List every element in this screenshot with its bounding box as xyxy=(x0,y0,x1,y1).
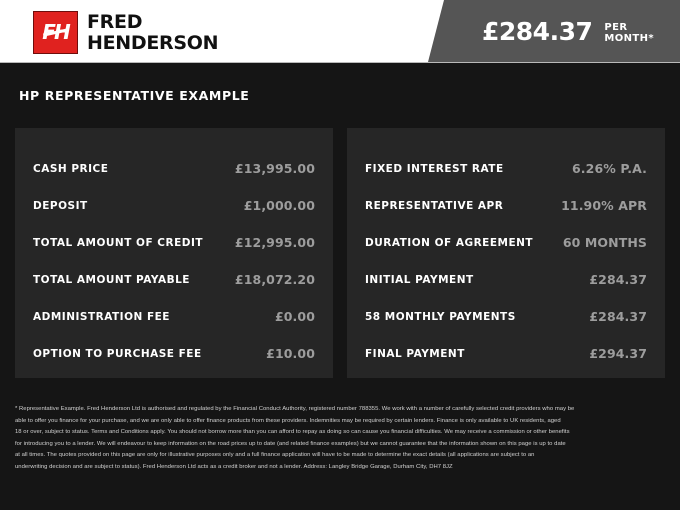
finance-detail-label: DEPOSIT xyxy=(33,199,88,212)
finance-details-panel-left: CASH PRICE £13,995.00 DEPOSIT £1,000.00 TOTA… xyxy=(15,128,333,378)
finance-detail-value: £1,000.00 xyxy=(243,198,315,213)
monthly-price-panel: £284.37 PER MONTH* xyxy=(428,0,680,62)
monthly-price-amount: £284.37 xyxy=(482,16,593,46)
finance-detail-row: TOTAL AMOUNT OF CREDIT £12,995.00 xyxy=(33,224,315,261)
fh-monogram-icon: FH xyxy=(33,11,78,54)
brand-name-line1: FRED xyxy=(87,10,143,33)
finance-detail-row: FIXED INTEREST RATE 6.26% P.A. xyxy=(365,150,647,187)
finance-detail-label: TOTAL AMOUNT PAYABLE xyxy=(33,273,190,286)
finance-detail-label: OPTION TO PURCHASE FEE xyxy=(33,347,202,360)
finance-detail-row: DEPOSIT £1,000.00 xyxy=(33,187,315,224)
finance-detail-label: DURATION OF AGREEMENT xyxy=(365,236,534,249)
finance-detail-label: FINAL PAYMENT xyxy=(365,347,465,360)
brand-lockup[interactable]: FH FRED HENDERSON xyxy=(33,10,219,54)
fineprint-line: underwriting decision and are subject to… xyxy=(15,463,453,470)
finance-detail-row: ADMINISTRATION FEE £0.00 xyxy=(33,298,315,335)
finance-detail-value: £18,072.20 xyxy=(234,272,315,287)
finance-detail-row: INITIAL PAYMENT £284.37 xyxy=(365,261,647,298)
fineprint-line: able to offer you finance for your purch… xyxy=(15,417,561,424)
representative-example-panels: CASH PRICE £13,995.00 DEPOSIT £1,000.00 TOTA… xyxy=(15,128,665,378)
fineprint-disclaimer: * Representative Example. Fred Henderson… xyxy=(15,404,665,474)
finance-detail-label: 58 MONTHLY PAYMENTS xyxy=(365,310,516,323)
finance-detail-label: CASH PRICE xyxy=(33,162,109,175)
finance-detail-row: TOTAL AMOUNT PAYABLE £18,072.20 xyxy=(33,261,315,298)
brand-name: FRED HENDERSON xyxy=(87,10,219,54)
finance-detail-value: £0.00 xyxy=(274,309,315,324)
finance-detail-row: 58 MONTHLY PAYMENTS £284.37 xyxy=(365,298,647,335)
finance-detail-label: ADMINISTRATION FEE xyxy=(33,310,170,323)
finance-detail-value: £284.37 xyxy=(589,272,647,287)
finance-detail-row: FINAL PAYMENT £294.37 xyxy=(365,335,647,372)
finance-detail-value: 11.90% APR xyxy=(561,198,647,213)
page-header: FH FRED HENDERSON £284.37 PER MONTH* xyxy=(0,0,680,63)
finance-detail-row: DURATION OF AGREEMENT 60 MONTHS xyxy=(365,224,647,261)
header-divider xyxy=(0,62,680,63)
finance-detail-row: REPRESENTATIVE APR 11.90% APR xyxy=(365,187,647,224)
finance-detail-row: CASH PRICE £13,995.00 xyxy=(33,150,315,187)
finance-detail-value: £294.37 xyxy=(589,346,647,361)
finance-detail-label: TOTAL AMOUNT OF CREDIT xyxy=(33,236,204,249)
monthly-price-period: PER MONTH* xyxy=(604,22,655,44)
brand-name-line2: HENDERSON xyxy=(87,31,219,54)
fineprint-line: at all times. The quotes provided on thi… xyxy=(15,452,535,459)
finance-detail-value: £13,995.00 xyxy=(234,161,315,176)
page-title: HP REPRESENTATIVE EXAMPLE xyxy=(19,88,250,103)
finance-detail-row: OPTION TO PURCHASE FEE £10.00 xyxy=(33,335,315,372)
fineprint-line: for introducing you to a lender. We will… xyxy=(15,440,566,447)
finance-detail-value: £12,995.00 xyxy=(234,235,315,250)
finance-detail-value: £10.00 xyxy=(266,346,315,361)
finance-detail-label: INITIAL PAYMENT xyxy=(365,273,474,286)
finance-detail-label: REPRESENTATIVE APR xyxy=(365,199,504,212)
finance-details-panel-right: FIXED INTEREST RATE 6.26% P.A. REPRESENTAT… xyxy=(347,128,665,378)
finance-detail-value: 60 MONTHS xyxy=(562,235,647,250)
finance-detail-label: FIXED INTEREST RATE xyxy=(365,162,504,175)
fineprint-line: 18 or over, subject to status. Terms and… xyxy=(15,429,570,436)
fineprint-line: * Representative Example. Fred Henderson… xyxy=(15,406,575,412)
finance-detail-value: 6.26% P.A. xyxy=(572,161,647,176)
finance-detail-value: £284.37 xyxy=(589,309,647,324)
